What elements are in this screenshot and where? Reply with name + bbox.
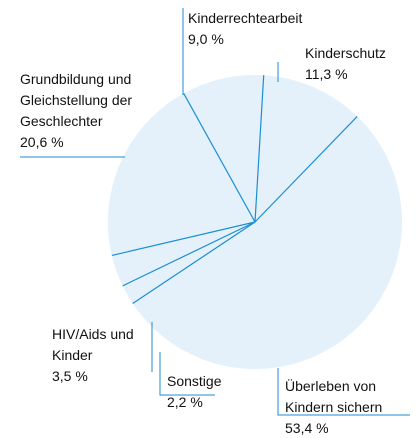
value-label: 11,3 %	[305, 66, 348, 82]
slice-boundary	[254, 115, 358, 223]
slice-label: Kinderschutz 11,3 %	[305, 43, 415, 85]
category-label: HIV/Aids und Kinder	[52, 326, 134, 363]
category-label: Grundbildung und Gleichstellung der Gesc…	[20, 71, 133, 129]
category-label: Überleben von Kindern sichern	[285, 378, 383, 415]
slice-boundary	[132, 221, 256, 305]
slice-label: HIV/Aids und Kinder 3,5 %	[52, 324, 147, 387]
pie-slice	[108, 93, 255, 256]
pie-slice	[132, 116, 402, 369]
leader-line	[277, 368, 410, 416]
category-label: Kinderschutz	[305, 45, 386, 61]
category-label: Sonstige	[167, 373, 222, 389]
slice-label: Überleben von Kindern sichern 53,4 %	[285, 376, 415, 438]
pie-slice	[122, 222, 255, 304]
slice-label: Kinderrechtearbeit 9,0 %	[188, 8, 388, 50]
slice-boundary	[122, 221, 256, 287]
pie-slice	[111, 222, 255, 286]
slice-label: Sonstige 2,2 %	[167, 371, 247, 413]
slice-boundary	[254, 75, 265, 223]
slice-boundary	[183, 93, 256, 223]
value-label: 20,6 %	[20, 134, 64, 150]
slice-boundary	[111, 221, 256, 257]
leader-line	[159, 352, 215, 396]
pie-slice	[255, 75, 358, 222]
pie-slice	[183, 75, 264, 222]
slice-label: Grundbildung und Gleichstellung der Gesc…	[20, 69, 150, 153]
category-label: Kinderrechtearbeit	[188, 10, 303, 26]
value-label: 53,4 %	[285, 420, 329, 436]
value-label: 2,2 %	[167, 394, 203, 410]
value-label: 9,0 %	[188, 31, 224, 47]
value-label: 3,5 %	[52, 368, 88, 384]
